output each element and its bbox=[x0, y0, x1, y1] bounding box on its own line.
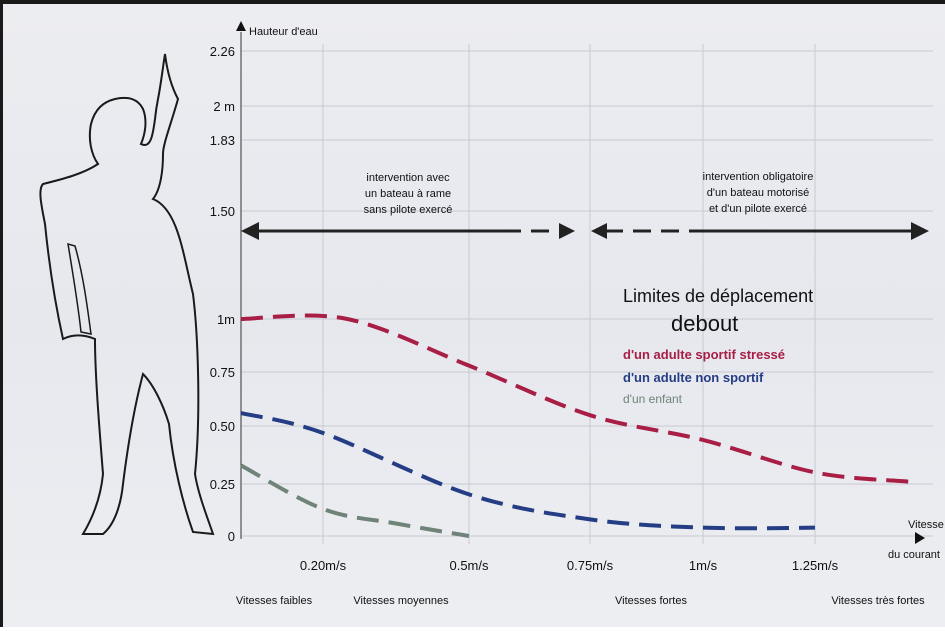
y-tick-label: 0.50 bbox=[210, 419, 235, 434]
x-tick-label: 0.5m/s bbox=[449, 558, 489, 573]
series-lines bbox=[240, 313, 910, 538]
arrow-left-tail-head-icon bbox=[559, 223, 575, 239]
y-tick-label: 2.26 bbox=[210, 44, 235, 59]
x-axis-label-line2: du courant bbox=[888, 549, 940, 561]
y-axis-label: Hauteur d'eau bbox=[249, 26, 318, 38]
legend-title-line2: debout bbox=[671, 311, 738, 336]
legend-title-line1: Limites de déplacement bbox=[623, 286, 813, 306]
arrow-right-head-icon bbox=[911, 222, 929, 240]
x-axis-label-line1: Vitesse bbox=[908, 519, 944, 531]
x-tick-label: 0.20m/s bbox=[300, 558, 347, 573]
y-axis-arrow-icon bbox=[236, 21, 246, 31]
y-tick-labels: 2.26 2 m 1.83 1.50 1m 0.75 0.50 0.25 0 bbox=[210, 44, 235, 544]
legend-item-sportif: d'un adulte sportif stressé bbox=[623, 347, 785, 362]
silhouette-arm-gap bbox=[67, 242, 92, 335]
annotation-2-line3: et d'un pilote exercé bbox=[709, 203, 807, 215]
arrow-right-tail-head-icon bbox=[591, 223, 607, 239]
annotation-2-line2: d'un bateau motorisé bbox=[707, 187, 809, 199]
speed-category-label: Vitesses très fortes bbox=[831, 595, 925, 607]
grid bbox=[241, 44, 933, 544]
legend-item-non-sportif: d'un adulte non sportif bbox=[623, 370, 764, 385]
legend-item-enfant: d'un enfant bbox=[623, 392, 683, 406]
x-tick-label: 1m/s bbox=[689, 558, 718, 573]
series-line-1 bbox=[240, 411, 816, 531]
y-axis: Hauteur d'eau bbox=[236, 21, 318, 539]
x-tick-label: 1.25m/s bbox=[792, 558, 839, 573]
annotations: intervention avec un bateau à rame sans … bbox=[364, 171, 814, 216]
y-tick-label: 0 bbox=[228, 529, 235, 544]
series-line-0 bbox=[240, 313, 910, 484]
water-height-chart: Hauteur d'eau 2.26 2 m 1.83 1.50 1m 0.75 0.50 0… bbox=[39, 21, 944, 607]
x-tick-labels: 0.20m/s 0.5m/s 0.75m/s 1m/s 1.25m/s bbox=[300, 558, 839, 573]
intervention-arrows bbox=[241, 222, 929, 240]
speed-category-label: Vitesses faibles bbox=[236, 595, 313, 607]
arrow-left-head-icon bbox=[241, 222, 259, 240]
series-line-2 bbox=[240, 463, 470, 538]
annotation-1-line2: un bateau à rame bbox=[365, 188, 451, 200]
annotation-1-line3: sans pilote exercé bbox=[364, 204, 453, 216]
annotation-2-line1: intervention obligatoire bbox=[703, 171, 814, 183]
x-axis-label: Vitesse du courant bbox=[888, 519, 944, 561]
silhouette-outline bbox=[39, 53, 215, 536]
y-tick-label: 2 m bbox=[213, 99, 235, 114]
x-tick-label: 0.75m/s bbox=[567, 558, 614, 573]
x-axis-arrow-icon bbox=[915, 532, 925, 544]
y-tick-label: 1m bbox=[217, 312, 235, 327]
y-tick-label: 0.25 bbox=[210, 477, 235, 492]
y-tick-label: 1.50 bbox=[210, 204, 235, 219]
speed-categories: Vitesses faibles Vitesses moyennes Vitesse… bbox=[236, 595, 925, 607]
y-tick-label: 0.75 bbox=[210, 365, 235, 380]
annotation-1-line1: intervention avec bbox=[366, 172, 450, 184]
speed-category-label: Vitesses moyennes bbox=[353, 595, 449, 607]
legend: Limites de déplacement debout d'un adult… bbox=[623, 286, 813, 406]
speed-category-label: Vitesses fortes bbox=[615, 595, 687, 607]
y-tick-label: 1.83 bbox=[210, 133, 235, 148]
human-silhouette bbox=[39, 53, 215, 536]
